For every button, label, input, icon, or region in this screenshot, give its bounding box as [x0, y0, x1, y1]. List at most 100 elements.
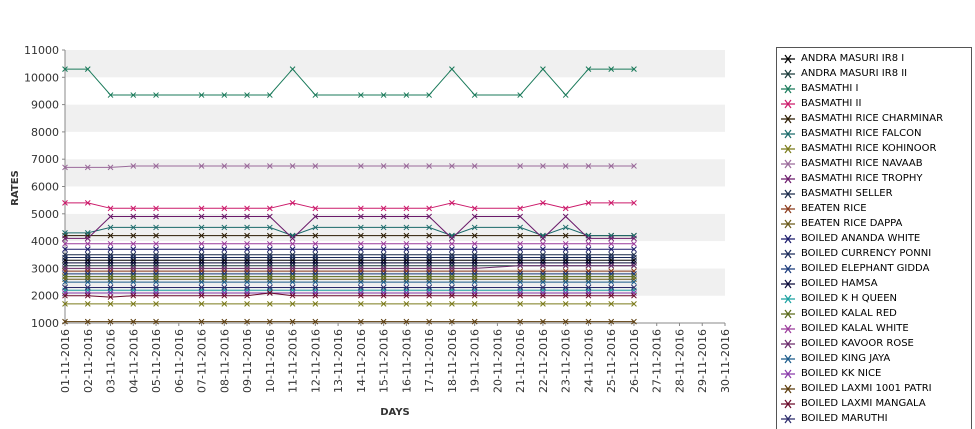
- x-tick-label: 05-11-2016: [150, 329, 163, 393]
- data-point: [130, 163, 137, 169]
- data-point: [608, 292, 615, 299]
- data-point: [540, 240, 546, 247]
- data-point: [631, 292, 637, 299]
- data-point: [312, 273, 319, 280]
- legend-label: BOILED KING JAYA: [801, 353, 891, 364]
- data-point: [84, 260, 91, 266]
- data-point: [130, 205, 137, 212]
- data-point: [221, 232, 228, 239]
- data-point: [153, 265, 159, 272]
- data-point: [631, 318, 637, 325]
- data-point: [221, 205, 228, 212]
- data-point: [358, 213, 364, 220]
- data-point: [221, 318, 228, 325]
- data-point: [449, 265, 455, 272]
- data-point: [130, 273, 137, 280]
- data-point: [266, 163, 273, 169]
- data-point: [403, 284, 410, 291]
- x-tick-label: 11-11-2016: [287, 329, 300, 393]
- data-point: [289, 246, 296, 253]
- data-point: [540, 284, 546, 291]
- x-tick-label: 03-11-2016: [105, 329, 118, 393]
- data-point: [266, 246, 273, 253]
- data-point: [198, 224, 205, 231]
- data-point: [403, 224, 410, 231]
- x-tick-label: 25-11-2016: [605, 329, 618, 393]
- y-tick-labels: 1000 2000 3000 4000 5000 6000 7000 8000 9000 1000…: [24, 44, 65, 330]
- data-point: [380, 224, 387, 231]
- data-point: [562, 254, 569, 261]
- data-point: [426, 205, 432, 212]
- data-point: [107, 290, 114, 296]
- data-point: [84, 318, 91, 325]
- data-point: [312, 240, 319, 247]
- data-point: [62, 284, 68, 291]
- legend-marker: [781, 114, 795, 124]
- x-tick-label: 19-11-2016: [469, 329, 482, 393]
- legend-label: BASMATHI RICE NAVAAB: [801, 158, 923, 169]
- legend-label: BASMATHI II: [801, 98, 862, 109]
- data-point: [198, 246, 205, 253]
- data-point: [62, 318, 68, 325]
- data-point: [540, 163, 546, 169]
- data-point: [107, 265, 114, 272]
- data-point: [312, 205, 319, 212]
- data-point: [358, 240, 364, 247]
- data-point: [358, 318, 364, 325]
- data-point: [403, 232, 410, 239]
- data-point: [562, 318, 569, 325]
- data-point: [471, 224, 478, 231]
- data-point: [471, 205, 478, 212]
- data-point: [380, 273, 387, 280]
- data-point: [426, 292, 432, 299]
- data-point: [403, 205, 410, 212]
- data-point: [585, 318, 592, 325]
- data-point: [312, 318, 319, 325]
- series-23: [62, 290, 637, 300]
- legend-marker: [781, 354, 795, 364]
- data-point: [289, 292, 296, 299]
- y-tick-label: 2000: [31, 290, 59, 303]
- data-point: [631, 240, 637, 247]
- data-point: [631, 163, 637, 169]
- data-point: [153, 92, 159, 98]
- data-point: [107, 294, 114, 300]
- data-point: [562, 273, 569, 280]
- data-point: [84, 265, 91, 272]
- data-point: [585, 235, 592, 242]
- data-point: [631, 246, 637, 253]
- data-point: [426, 246, 432, 253]
- data-point: [244, 318, 250, 325]
- data-point: [266, 213, 273, 220]
- x-tick-label: 21-11-2016: [514, 329, 527, 393]
- data-point: [312, 224, 319, 231]
- data-point: [289, 279, 296, 285]
- legend-marker: [781, 189, 795, 199]
- data-point: [221, 260, 228, 266]
- data-point: [517, 262, 524, 269]
- data-point: [471, 254, 478, 261]
- data-point: [426, 163, 432, 169]
- y-tick-label: 10000: [24, 71, 59, 84]
- data-point: [585, 200, 592, 206]
- data-point: [130, 318, 137, 325]
- series-lines: [62, 66, 637, 325]
- data-point: [62, 230, 68, 236]
- data-point: [585, 292, 592, 299]
- data-point: [244, 163, 250, 169]
- legend-label: BOILED KK NICE: [801, 368, 882, 379]
- data-point: [471, 92, 478, 98]
- data-point: [266, 290, 273, 296]
- data-point: [107, 279, 114, 285]
- data-point: [153, 279, 159, 285]
- y-tick-label: 5000: [31, 208, 59, 221]
- data-point: [517, 292, 524, 299]
- y-tick-label: 7000: [31, 153, 59, 166]
- data-point: [585, 262, 592, 269]
- data-point: [449, 200, 455, 206]
- data-point: [380, 284, 387, 291]
- data-point: [62, 235, 68, 242]
- data-point: [244, 301, 250, 307]
- data-point: [562, 292, 569, 299]
- data-point: [403, 318, 410, 325]
